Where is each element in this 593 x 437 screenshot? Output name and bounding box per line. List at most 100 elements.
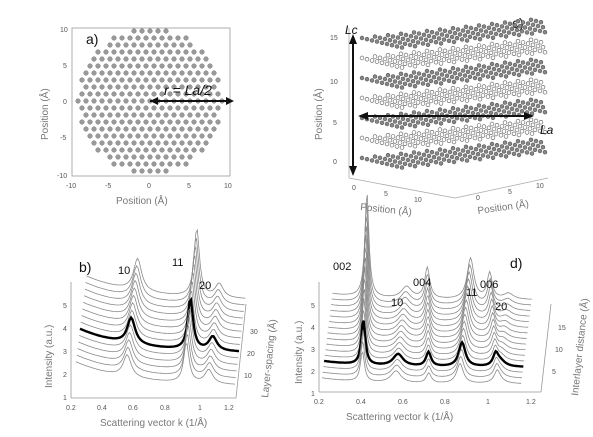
layer-atom: [528, 137, 534, 143]
layer-atom: [533, 38, 539, 44]
layer-atom: [478, 28, 484, 33]
layer-atom: [538, 39, 544, 45]
layer-atom: [454, 35, 460, 41]
atom-dot: [119, 91, 125, 97]
atom-dot: [131, 98, 137, 104]
atom-dot: [175, 63, 181, 69]
layer-atom: [431, 54, 437, 60]
layer-atom: [439, 72, 445, 77]
layer-atom: [436, 36, 442, 41]
layer-atom: [416, 91, 422, 96]
layer-atom: [525, 21, 531, 26]
layer-atom: [399, 105, 405, 110]
layer-atom: [450, 45, 456, 51]
layer-atom: [496, 128, 502, 133]
layer-atom: [481, 24, 487, 29]
layer-atom: [503, 74, 509, 79]
layer-atom: [515, 98, 521, 104]
layer-atom: [465, 109, 471, 115]
atom-dot: [139, 126, 145, 132]
layer-atom: [434, 51, 440, 56]
layer-atom: [470, 110, 476, 116]
atom-dot: [83, 98, 89, 104]
layer-atom: [420, 161, 426, 166]
layer-atom: [463, 144, 469, 150]
layer-atom: [379, 120, 385, 126]
layer-atom: [512, 22, 518, 28]
atom-dot: [147, 56, 153, 62]
atom-dot: [103, 105, 109, 111]
layer-atom: [507, 61, 513, 66]
layer-atom: [516, 92, 522, 98]
layer-atom: [459, 37, 465, 42]
layer-atom: [392, 79, 398, 84]
layer-atom: [462, 133, 468, 138]
layer-atom: [424, 128, 430, 134]
atom-dot: [147, 168, 153, 174]
atom-dot: [167, 133, 173, 139]
atom-dot: [175, 105, 181, 111]
layer-atom: [499, 44, 505, 49]
layer-atom: [491, 26, 497, 32]
atom-dot: [195, 126, 201, 132]
atom-dot: [139, 56, 145, 62]
layer-atom: [468, 85, 474, 91]
atom-dot: [211, 112, 217, 118]
layer-atom: [394, 164, 400, 169]
atom-dot: [207, 77, 213, 83]
layer-atom: [395, 135, 401, 140]
layer-atom: [436, 56, 442, 61]
layer-atom: [522, 105, 528, 110]
layer-atom: [503, 54, 509, 59]
layer-atom: [364, 157, 370, 162]
layer-atom: [442, 88, 448, 94]
layer-atom: [415, 120, 421, 125]
layer-atom: [522, 145, 528, 150]
atom-dot: [159, 91, 165, 97]
atom-dot: [87, 133, 93, 139]
layer-atom: [512, 122, 518, 128]
layer-atom: [439, 32, 445, 37]
layer-atom: [519, 108, 525, 114]
layer-atom: [499, 144, 505, 149]
layer-atom: [411, 50, 417, 55]
atom-dot: [87, 91, 93, 97]
layer-atom: [449, 94, 455, 100]
layer-atom: [519, 88, 525, 94]
layer-atom: [425, 122, 431, 128]
diffraction-curve: [77, 325, 237, 372]
atom-dot: [195, 70, 201, 76]
atom-dot: [123, 84, 129, 90]
atom-dot: [175, 147, 181, 153]
atom-dot: [199, 119, 205, 125]
diffraction-curve: [84, 246, 244, 312]
panel-d-peak-label: 20: [495, 301, 507, 313]
layer-atom: [485, 34, 491, 39]
layer-atom: [392, 139, 398, 144]
layer-atom: [418, 36, 424, 41]
layer-atom: [529, 131, 535, 136]
atom-dot: [83, 126, 89, 132]
panel-a-arrowhead-left: [150, 97, 158, 105]
layer-atom: [424, 28, 430, 34]
layer-atom: [379, 140, 385, 146]
layer-atom: [468, 65, 474, 71]
layer-atom: [535, 43, 541, 49]
layer-atom: [395, 75, 401, 80]
atom-dot: [179, 84, 185, 90]
layer-atom: [410, 118, 416, 124]
layer-atom: [413, 155, 419, 160]
layer-atom: [465, 69, 471, 75]
layer-atom: [516, 52, 522, 58]
layer-atom: [372, 154, 378, 159]
diffraction-curve: [83, 255, 244, 319]
layer-atom: [431, 155, 437, 160]
layer-atom: [382, 76, 388, 82]
atom-dot: [143, 119, 149, 125]
atom-dot: [123, 112, 129, 118]
layer-atom: [400, 56, 406, 61]
atom-dot: [127, 133, 133, 139]
layer-atom: [389, 42, 395, 48]
layer-atom: [436, 116, 442, 121]
layer-atom: [472, 75, 478, 81]
